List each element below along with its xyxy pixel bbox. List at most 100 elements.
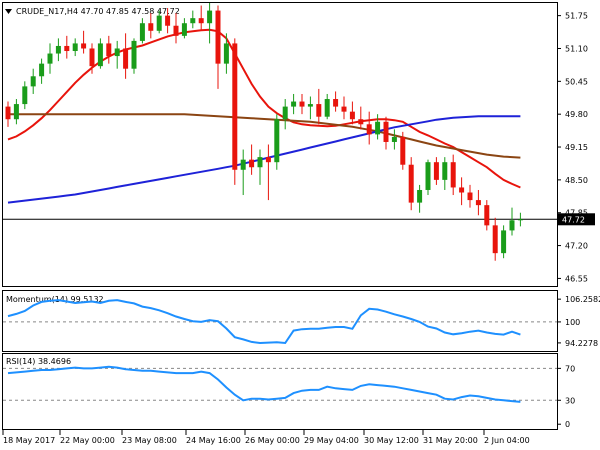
last-price-badge xyxy=(558,213,595,226)
candle xyxy=(383,116,389,150)
candle xyxy=(375,114,381,140)
indicator-line xyxy=(7,299,521,345)
time-tick-label: 24 May 16:00 xyxy=(186,436,241,445)
time-tick-label: 30 May 12:00 xyxy=(364,436,419,445)
candle xyxy=(72,38,78,57)
candle xyxy=(55,38,61,62)
candle xyxy=(5,101,11,127)
candle xyxy=(89,43,95,74)
candle xyxy=(358,106,364,130)
time-tick-label: 18 May 2017 xyxy=(3,436,55,445)
time-tick-label: 23 May 08:00 xyxy=(122,436,177,445)
candle xyxy=(97,38,103,69)
chart-dropdown-icon[interactable] xyxy=(5,9,12,14)
candle xyxy=(459,177,465,206)
candle xyxy=(131,38,137,74)
candle xyxy=(47,43,53,74)
candle xyxy=(291,93,297,115)
candle xyxy=(173,13,179,44)
last-price-value: 47.72 xyxy=(562,215,585,224)
candle xyxy=(400,131,406,170)
candle xyxy=(274,114,280,170)
candle xyxy=(408,157,414,211)
time-tick-label: 26 May 00:00 xyxy=(245,436,300,445)
candle xyxy=(64,35,70,59)
indicator-line xyxy=(7,365,521,403)
candle xyxy=(425,159,431,196)
candle xyxy=(391,129,397,150)
time-axis: 18 May 2017 22 May 00:00 23 May 08:00 24 Ma… xyxy=(2,430,530,445)
momentum-panel-frame xyxy=(2,290,558,352)
momentum-lines xyxy=(3,299,557,345)
candle xyxy=(492,217,498,261)
price-tick-label: 46.55 xyxy=(565,274,588,283)
indicator-tick-label: 70 xyxy=(565,364,575,373)
candle xyxy=(484,200,490,231)
candle xyxy=(215,5,221,89)
candle xyxy=(509,207,515,236)
candle xyxy=(282,99,288,130)
chart-header-title: CRUDE_N17,H4 47.70 47.85 47.58 47.72 xyxy=(16,7,180,16)
candle xyxy=(333,91,339,112)
indicator-tick-label: 30 xyxy=(565,396,575,405)
candle xyxy=(181,18,187,39)
candle xyxy=(165,8,171,34)
candle xyxy=(139,18,145,44)
candles xyxy=(5,3,523,261)
candle xyxy=(207,3,213,44)
indicator-tick-label: 100 xyxy=(565,318,580,327)
candle xyxy=(190,10,196,29)
candle xyxy=(123,33,129,79)
price-axis: 51.75 51.10 50.45 49.80 49.15 48.50 47.85 47.20… xyxy=(557,12,588,283)
time-tick-label: 29 May 04:00 xyxy=(304,436,359,445)
candle xyxy=(366,111,372,145)
price-tick-label: 51.75 xyxy=(565,12,588,21)
time-tick-label: 22 May 00:00 xyxy=(60,436,115,445)
candle xyxy=(249,144,255,175)
candle xyxy=(81,30,87,54)
candle xyxy=(324,93,330,120)
price-tick-label: 47.85 xyxy=(565,209,588,218)
price-tick-label: 47.20 xyxy=(565,242,588,251)
price-tick-label: 49.15 xyxy=(565,143,588,152)
moving-averages xyxy=(7,28,521,204)
candle xyxy=(517,212,523,227)
candle xyxy=(265,144,271,201)
price-tick-label: 51.10 xyxy=(565,44,588,53)
candle xyxy=(13,99,19,125)
candle xyxy=(450,154,456,196)
rsi-label: RSI(14) 38.4696 xyxy=(6,357,71,366)
moving-average-line-2 xyxy=(8,113,521,159)
candle xyxy=(106,35,112,64)
candle xyxy=(349,101,355,125)
candle xyxy=(307,96,313,120)
indicator-tick-label: 94.2278 xyxy=(565,339,598,348)
candle xyxy=(475,189,481,216)
candle xyxy=(299,93,305,115)
candle xyxy=(198,5,204,31)
rsi-lines xyxy=(3,365,557,403)
time-tick-label: 2 Jun 04:00 xyxy=(484,436,530,445)
candle xyxy=(501,225,507,259)
candle xyxy=(257,149,263,185)
candle xyxy=(39,58,45,84)
candle xyxy=(223,33,229,74)
last-price-label: 47.72 xyxy=(558,213,595,226)
main-panel-frame xyxy=(2,2,558,287)
indicator-tick-label: 106.2582 xyxy=(565,295,600,304)
candle xyxy=(148,13,154,39)
momentum-axis: 106.2582 100 94.2278 xyxy=(557,295,600,348)
rsi-axis: 70 30 0 xyxy=(557,364,575,429)
candle xyxy=(433,157,439,185)
candle xyxy=(232,38,238,185)
price-tick-label: 48.50 xyxy=(565,176,588,185)
candle xyxy=(156,10,162,34)
candle xyxy=(22,81,28,110)
candle xyxy=(316,88,322,125)
candle xyxy=(341,96,347,120)
candle xyxy=(442,157,448,190)
moving-average-line-3 xyxy=(7,115,521,204)
candle xyxy=(467,184,473,208)
rsi-panel-frame xyxy=(2,353,558,430)
